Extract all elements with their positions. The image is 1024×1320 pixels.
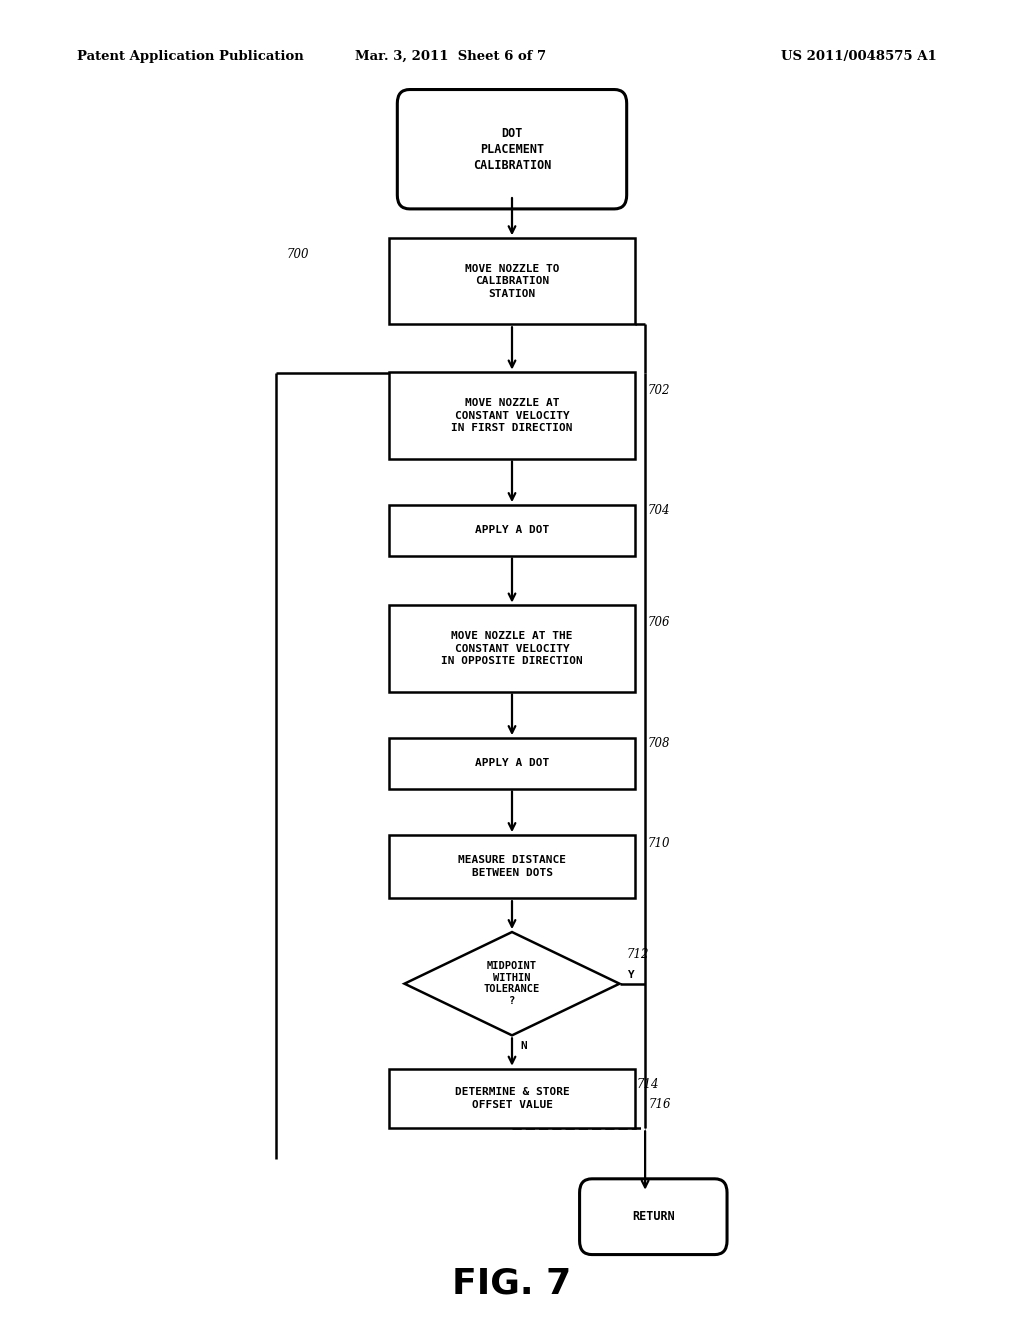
Text: 712: 712 — [627, 949, 649, 961]
Text: N: N — [520, 1041, 527, 1051]
Polygon shape — [404, 932, 620, 1035]
Bar — [389, 506, 635, 556]
Text: Y: Y — [628, 970, 635, 979]
Text: 714: 714 — [637, 1078, 659, 1092]
Text: 706: 706 — [647, 615, 670, 628]
FancyBboxPatch shape — [580, 1179, 727, 1254]
Text: APPLY A DOT: APPLY A DOT — [475, 758, 549, 768]
Text: DOT
PLACEMENT
CALIBRATION: DOT PLACEMENT CALIBRATION — [473, 127, 551, 172]
Text: MIDPOINT
WITHIN
TOLERANCE
?: MIDPOINT WITHIN TOLERANCE ? — [484, 961, 540, 1006]
Text: Patent Application Publication: Patent Application Publication — [77, 50, 303, 63]
Text: 700: 700 — [287, 248, 309, 261]
Text: US 2011/0048575 A1: US 2011/0048575 A1 — [781, 50, 937, 63]
Bar — [389, 738, 635, 788]
Text: MOVE NOZZLE AT THE
CONSTANT VELOCITY
IN OPPOSITE DIRECTION: MOVE NOZZLE AT THE CONSTANT VELOCITY IN … — [441, 631, 583, 665]
Bar — [389, 606, 635, 692]
Text: 702: 702 — [647, 384, 670, 397]
Text: Mar. 3, 2011  Sheet 6 of 7: Mar. 3, 2011 Sheet 6 of 7 — [355, 50, 546, 63]
Text: 710: 710 — [647, 837, 670, 850]
Text: MOVE NOZZLE AT
CONSTANT VELOCITY
IN FIRST DIRECTION: MOVE NOZZLE AT CONSTANT VELOCITY IN FIRS… — [452, 399, 572, 433]
Text: 716: 716 — [648, 1098, 671, 1110]
Text: 704: 704 — [647, 504, 670, 517]
FancyBboxPatch shape — [397, 90, 627, 209]
Text: MEASURE DISTANCE
BETWEEN DOTS: MEASURE DISTANCE BETWEEN DOTS — [458, 855, 566, 878]
Bar — [389, 836, 635, 898]
Text: APPLY A DOT: APPLY A DOT — [475, 525, 549, 536]
Bar — [389, 238, 635, 325]
Text: MOVE NOZZLE TO
CALIBRATION
STATION: MOVE NOZZLE TO CALIBRATION STATION — [465, 264, 559, 298]
Bar — [389, 372, 635, 458]
Text: FIG. 7: FIG. 7 — [453, 1266, 571, 1300]
Text: DETERMINE & STORE
OFFSET VALUE: DETERMINE & STORE OFFSET VALUE — [455, 1088, 569, 1110]
Bar — [389, 1069, 635, 1129]
Text: 708: 708 — [647, 738, 670, 750]
Text: RETURN: RETURN — [632, 1210, 675, 1224]
